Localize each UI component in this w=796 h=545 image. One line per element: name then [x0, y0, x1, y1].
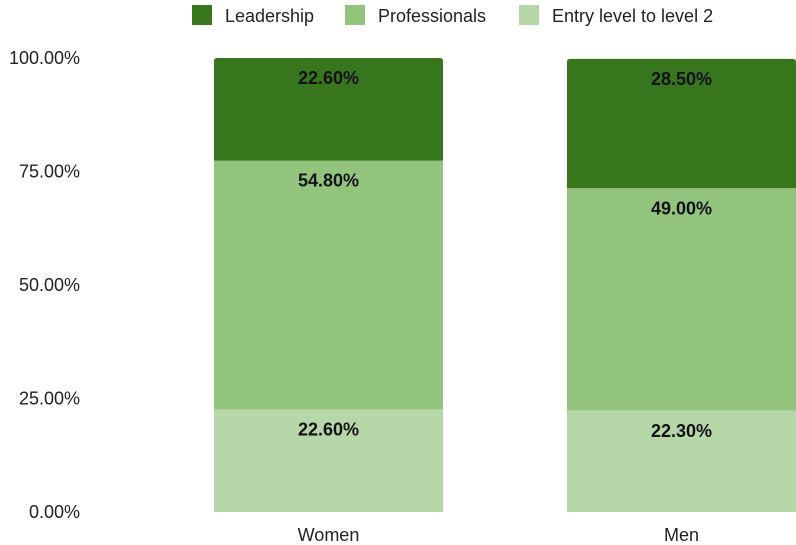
- legend-item-entry-level-to-level-2: Entry level to level 2: [519, 5, 713, 26]
- x-axis: Women Men: [298, 525, 699, 545]
- bar: [567, 188, 796, 411]
- data-label: 49.00%: [651, 198, 712, 218]
- data-label: 22.30%: [651, 421, 712, 441]
- bar-segment-men-professionals: 49.00%: [567, 188, 796, 411]
- y-tick-label: 25.00%: [19, 389, 80, 409]
- x-category-label: Women: [298, 525, 360, 545]
- data-label: 54.80%: [298, 171, 359, 191]
- legend-item-professionals: Professionals: [345, 5, 486, 26]
- bar: [567, 410, 796, 512]
- legend-swatch: [192, 5, 212, 25]
- bar: [214, 160, 443, 410]
- data-label: 22.60%: [298, 68, 359, 88]
- legend-label: Leadership: [225, 6, 314, 26]
- y-tick-label: 50.00%: [19, 275, 80, 295]
- legend-label: Entry level to level 2: [552, 6, 713, 26]
- legend-label: Professionals: [378, 6, 486, 26]
- y-tick-label: 100.00%: [9, 48, 80, 68]
- data-label: 28.50%: [651, 69, 712, 89]
- bars: 22.60% 54.80% 22.60% 22.30% 49.00% 28.50%: [214, 58, 796, 512]
- y-tick-label: 0.00%: [29, 502, 80, 522]
- legend-item-leadership: Leadership: [192, 5, 314, 26]
- bar-segment-men-entry-level-to-level-2: 22.30%: [567, 410, 796, 512]
- legend-swatch: [519, 5, 539, 25]
- legend-swatch: [345, 5, 365, 25]
- y-axis: 0.00% 25.00% 50.00% 75.00% 100.00%: [9, 48, 80, 522]
- bar-segment-men-leadership: 28.50%: [567, 58, 796, 189]
- bar-segment-women-leadership: 22.60%: [214, 58, 443, 161]
- bar: [214, 58, 443, 161]
- bar-segment-women-entry-level-to-level-2: 22.60%: [214, 409, 443, 512]
- bar: [214, 409, 443, 512]
- x-category-label: Men: [664, 525, 699, 545]
- legend: Leadership Professionals Entry level to le…: [192, 5, 713, 26]
- data-label: 22.60%: [298, 419, 359, 439]
- y-tick-label: 75.00%: [19, 162, 80, 182]
- bar: [567, 58, 796, 189]
- bar-segment-women-professionals: 54.80%: [214, 160, 443, 410]
